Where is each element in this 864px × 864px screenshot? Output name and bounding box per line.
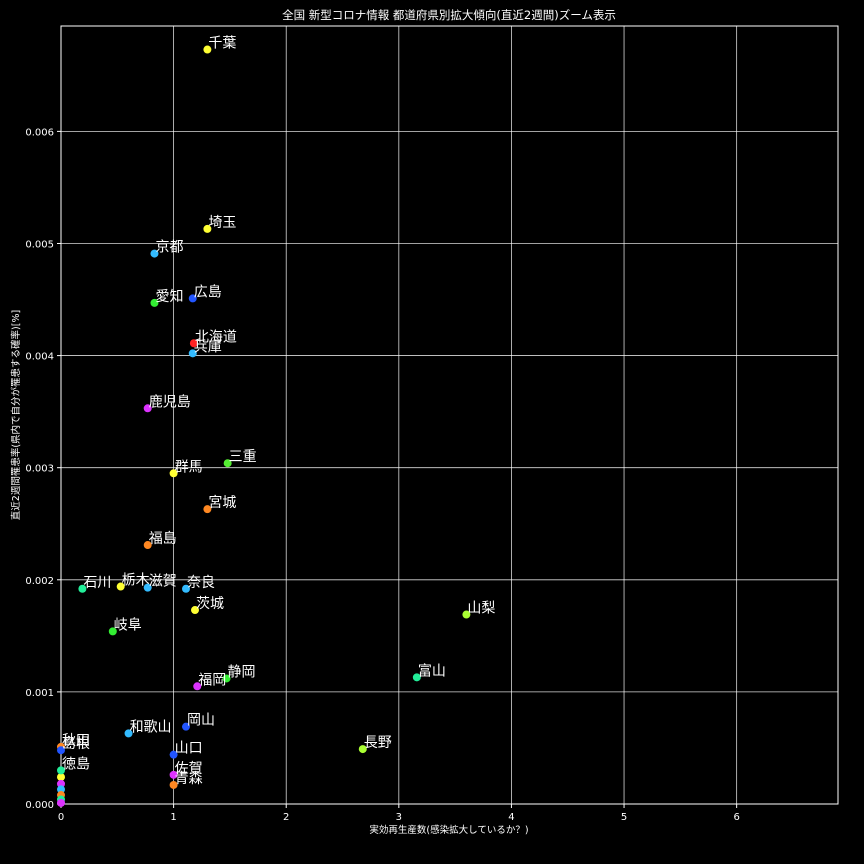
data-point: [169, 780, 178, 789]
data-point: [143, 541, 152, 550]
point-label: 茨城: [196, 596, 224, 612]
point-label: 山梨: [467, 601, 495, 617]
point-label: 福島: [149, 531, 177, 547]
point-label: 千葉: [208, 36, 236, 52]
point-label: 兵庫: [194, 338, 222, 355]
point-label: 山口: [175, 741, 203, 757]
data-point: [57, 798, 65, 807]
point-label: 長野: [364, 735, 392, 751]
data-point: [169, 469, 178, 478]
data-point: [116, 582, 125, 591]
data-point: [124, 729, 133, 738]
data-point: [108, 627, 117, 636]
data-point: [169, 770, 178, 779]
points: [57, 45, 471, 807]
point-label: 佐賀: [175, 761, 203, 777]
x-tick-label: 3: [396, 812, 402, 823]
data-point: [57, 773, 65, 782]
data-point: [150, 249, 159, 258]
point-label: 京都: [155, 240, 183, 256]
point-label: 石川: [83, 575, 111, 591]
x-tick-label: 4: [508, 812, 514, 823]
y-tick-label: 0.006: [25, 127, 54, 138]
data-point: [188, 349, 197, 358]
data-point: [191, 606, 200, 615]
data-point: [462, 610, 471, 619]
point-label: 秋田: [62, 733, 90, 749]
data-point: [189, 339, 198, 348]
x-tick-label: 2: [283, 812, 289, 823]
data-point: [57, 746, 65, 755]
y-tick-label: 0.001: [25, 688, 54, 699]
x-tick-label: 0: [58, 812, 64, 823]
data-point: [203, 45, 212, 54]
data-point: [150, 298, 159, 307]
x-tick-label: 1: [170, 812, 176, 823]
chart-title: 全国 新型コロナ情報 都道府県別拡大傾向(直近2週間)ズーム表示: [282, 8, 616, 22]
point-label: 奈良: [187, 575, 215, 591]
point-label: 宮城: [208, 495, 236, 511]
y-tick-label: 0.003: [25, 464, 54, 475]
point-label: 福岡: [198, 672, 226, 688]
y-tick-label: 0.005: [25, 239, 54, 250]
point-label: 広島: [194, 284, 222, 300]
data-point: [143, 404, 152, 413]
x-axis-label: 実効再生産数(感染拡大しているか？): [369, 824, 528, 836]
data-point: [358, 745, 367, 754]
point-label: 富山: [418, 662, 446, 679]
y-axis-label: 直近2週間罹患率(県内で自分が罹患する確率)[%]: [10, 310, 22, 520]
point-label: 北海道: [195, 329, 237, 345]
point-label: 栃木: [122, 573, 150, 589]
data-point: [181, 584, 190, 593]
point-label: 青森: [175, 771, 203, 787]
x-tick-label: 6: [733, 812, 739, 823]
data-point: [203, 505, 212, 514]
data-point: [223, 459, 232, 468]
data-point: [78, 584, 87, 593]
plot-frame: [60, 25, 839, 805]
point-label: 愛知: [155, 288, 183, 305]
x-tick-label: 5: [621, 812, 627, 823]
data-point: [57, 785, 65, 794]
data-point: [57, 766, 65, 775]
data-point: [412, 673, 421, 682]
data-point: [169, 750, 178, 759]
point-label: 滋賀: [149, 574, 177, 590]
point-label: 埼玉: [208, 215, 236, 231]
y-tick-label: 0.004: [25, 352, 54, 363]
point-label: 和歌山: [130, 719, 172, 735]
point-label: 群馬: [175, 459, 203, 475]
point-label: 岡山: [187, 713, 215, 729]
data-point: [188, 294, 197, 303]
point-label: 鹿児島: [149, 393, 191, 410]
ticks: 0 1 2 3 4 5 6 0.000 0.001 0.002 0.003 0.004 0.005 0.0…: [25, 127, 739, 823]
y-tick-label: 0.000: [25, 800, 54, 811]
grid: [60, 26, 838, 805]
data-point: [222, 674, 231, 683]
y-tick-label: 0.002: [25, 576, 54, 587]
point-label: 徳島: [62, 756, 90, 772]
data-point: [203, 224, 212, 233]
point-label: 岐阜: [114, 616, 142, 633]
data-point: [143, 583, 152, 592]
point-label: 島根: [62, 736, 90, 752]
data-point: [193, 682, 202, 691]
point-label: 三重: [229, 449, 257, 465]
data-point: [57, 779, 65, 788]
point-label: 静岡: [228, 664, 256, 680]
data-point: [181, 722, 190, 731]
